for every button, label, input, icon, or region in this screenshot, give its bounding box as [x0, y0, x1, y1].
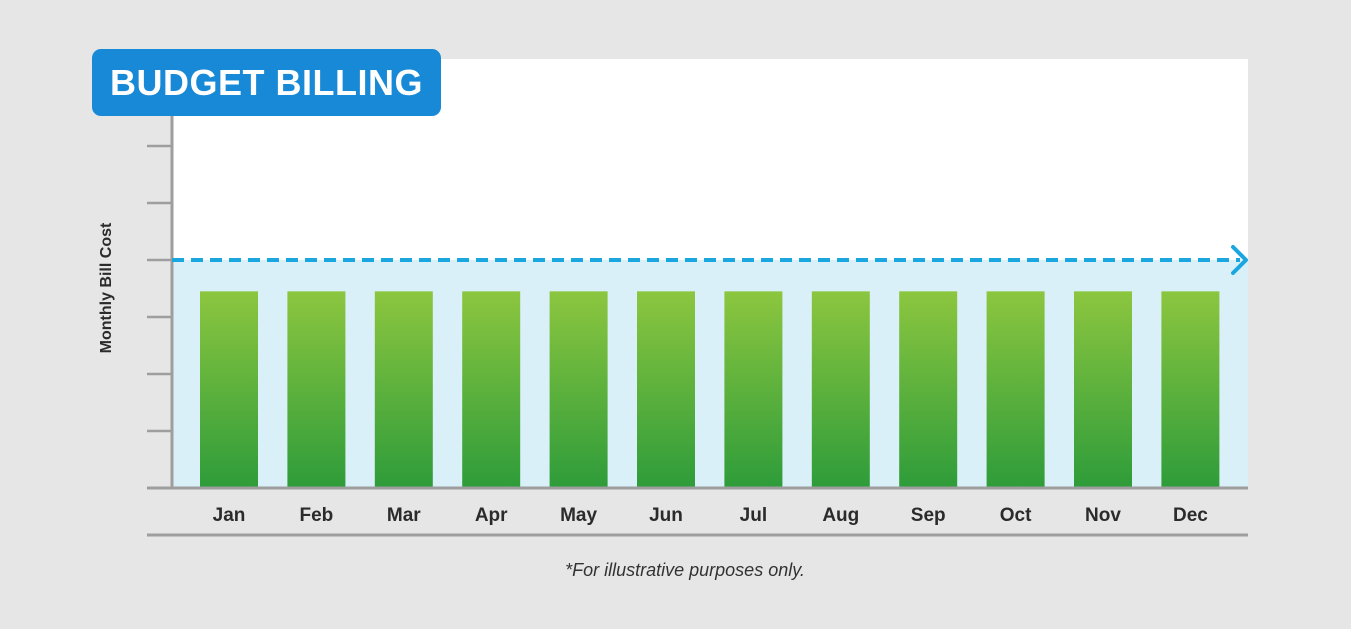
x-tick-label-aug: Aug [822, 505, 859, 526]
x-tick-label-mar: Mar [387, 505, 421, 526]
x-tick-label-oct: Oct [1000, 505, 1032, 526]
x-tick-label-jan: Jan [213, 505, 246, 526]
bar-apr [462, 291, 521, 488]
bar-oct [986, 291, 1045, 488]
bar-nov [1074, 291, 1132, 488]
bar-jun [637, 291, 695, 488]
bar-feb [287, 291, 346, 488]
budget-level-band [172, 260, 1248, 488]
bar-jan [200, 291, 258, 488]
y-axis-label: Monthly Bill Cost [98, 222, 115, 354]
bar-dec [1161, 291, 1220, 488]
x-tick-label-may: May [560, 505, 597, 526]
x-tick-label-jul: Jul [740, 505, 767, 526]
bar-aug [811, 291, 870, 488]
x-tick-label-sep: Sep [911, 505, 946, 526]
x-tick-label-apr: Apr [475, 505, 508, 526]
bar-jul [724, 291, 783, 488]
footnote: *For illustrative purposes only. [565, 560, 805, 580]
bar-mar [374, 291, 433, 488]
arrow-right-icon [1231, 245, 1248, 275]
x-tick-label-nov: Nov [1085, 505, 1121, 526]
bar-sep [899, 291, 958, 488]
x-tick-label-jun: Jun [649, 505, 683, 526]
chart-title-badge: BUDGET BILLING [92, 49, 441, 116]
x-tick-label-feb: Feb [300, 505, 334, 526]
x-tick-label-dec: Dec [1173, 505, 1208, 526]
bar-may [549, 291, 608, 488]
